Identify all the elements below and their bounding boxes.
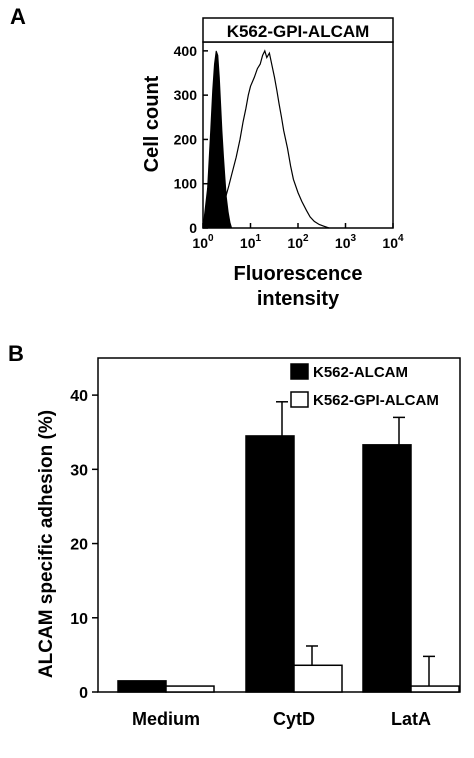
legend-swatch [290,391,309,408]
bar-y-tick-label: 10 [70,611,88,628]
bar-y-label: ALCAM specific adhesion (%) [36,410,57,678]
legend-swatch [290,363,309,380]
histogram-y-tick-label: 0 [189,220,197,236]
histogram-frame [202,41,394,229]
bar-k562-gpi-alcam [293,664,343,693]
histogram-y-tick-label: 100 [174,176,198,192]
histogram-control-peak [202,50,233,229]
histogram-y-tick-label: 300 [174,87,198,103]
histogram-x-tick-label: 100 [192,233,214,251]
legend-label: K562-GPI-ALCAM [313,392,439,409]
histogram-title: K562-GPI-ALCAM [227,22,370,41]
bar-y-tick-label: 20 [70,537,88,554]
histogram-alcam-trace [202,49,330,229]
histogram-x-tick-label: 104 [382,233,404,251]
panel-a-label: A [10,4,26,29]
histogram-x-label-line2: intensity [257,288,340,310]
histogram-x-label-line1: Fluorescence [234,263,363,285]
bar-k562-gpi-alcam [165,685,215,693]
histogram-x-tick-label: 103 [335,233,357,251]
bar-y-tick-label: 0 [79,685,88,702]
bar-category-label: LatA [391,709,431,729]
histogram-y-label: Cell count [141,75,163,172]
histogram-y-tick-label: 400 [174,43,198,59]
legend-label: K562-ALCAM [313,364,408,381]
adhesion-bar-chart: 0 10 20 30 40 Medium CytD LatA K562-ALCAM K562-… [36,357,461,729]
histogram-title-box [202,17,394,43]
histogram-y-tick-label: 200 [174,131,198,147]
bar-k562-alcam [117,680,167,693]
bar-k562-gpi-alcam [410,685,460,693]
histogram-x-tick-label: 102 [287,233,309,251]
bar-y-tick-label: 40 [70,388,88,405]
bar-category-label: Medium [132,709,200,729]
histogram-x-tick-label: 101 [240,233,262,251]
bar-k562-alcam [245,435,295,693]
bar-category-label: CytD [273,709,315,729]
bar-y-tick-label: 30 [70,462,88,479]
bar-k562-alcam [362,444,412,693]
panel-b-label: B [8,341,24,366]
